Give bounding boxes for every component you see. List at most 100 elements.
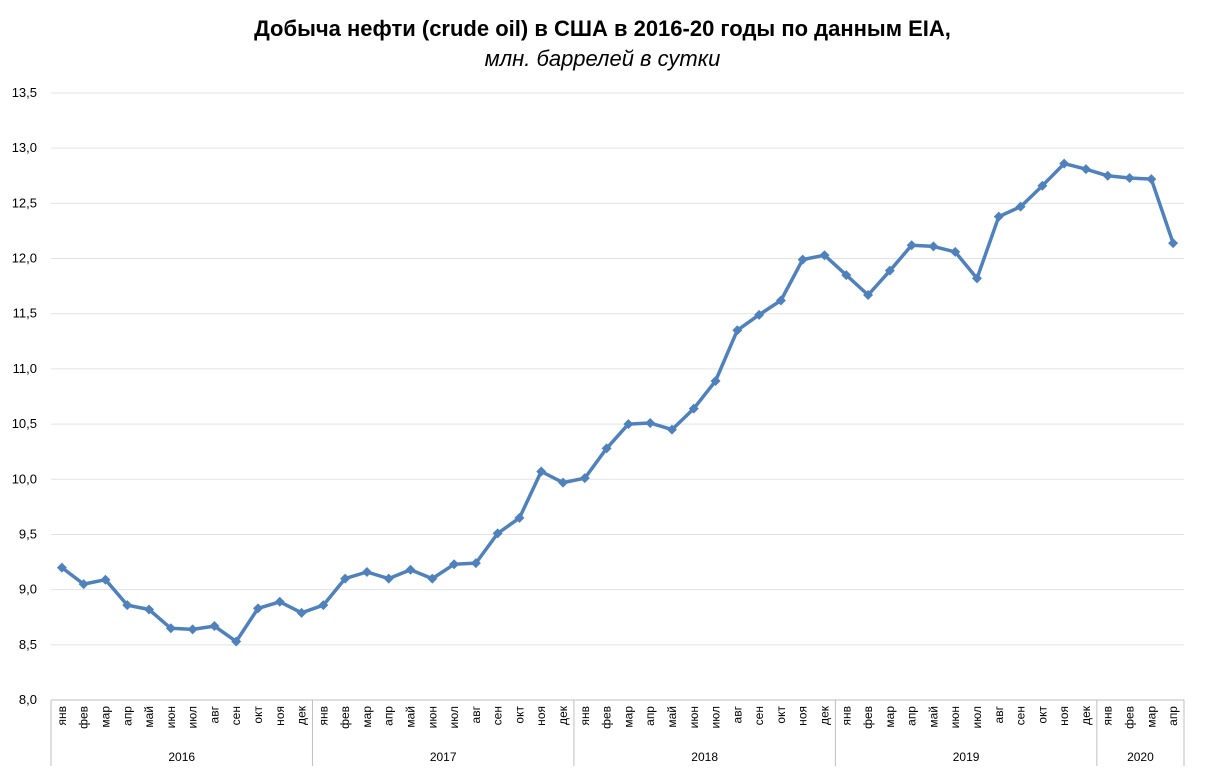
data-point [274, 596, 285, 607]
data-point [231, 636, 242, 647]
data-point [950, 246, 961, 257]
data-point [536, 466, 547, 477]
x-tick-label: май [665, 706, 679, 728]
data-point [601, 443, 612, 454]
data-point [841, 270, 852, 281]
data-point [78, 579, 89, 590]
x-tick-label: июн [164, 706, 178, 728]
year-group-label: 2018 [691, 750, 718, 764]
x-tick-label: апр [1166, 706, 1180, 726]
data-point [427, 573, 438, 584]
x-tick-label: апр [382, 706, 396, 726]
data-point [209, 621, 220, 632]
x-tick-label: сен [752, 706, 766, 725]
x-tick-label: июн [948, 706, 962, 728]
x-tick-label: окт [512, 706, 526, 724]
data-point [688, 403, 699, 414]
x-tick-label: мар [98, 706, 112, 728]
x-tick-label: апр [120, 706, 134, 726]
x-tick-label: янв [1101, 706, 1115, 726]
data-point [884, 265, 895, 276]
x-tick-label: апр [905, 706, 919, 726]
year-group-label: 2019 [953, 750, 980, 764]
x-tick-label: май [142, 706, 156, 728]
data-point [318, 600, 329, 611]
x-axis: янв фев мар апр май июн июл авг сен окт ноя дек янв ф… [50, 699, 1185, 766]
x-tick-label: июл [709, 706, 723, 728]
data-point [340, 573, 351, 584]
x-tick-label: авг [992, 705, 1006, 723]
data-point [863, 289, 874, 300]
data-point [1080, 164, 1091, 175]
gridlines [51, 92, 1184, 646]
x-tick-label: фев [77, 706, 91, 729]
x-tick-label: апр [643, 706, 657, 726]
y-tick-label: 8,0 [19, 692, 37, 707]
y-tick-label: 9,0 [19, 582, 37, 597]
data-point [1124, 172, 1135, 183]
data-point [56, 562, 67, 573]
data-point [906, 240, 917, 251]
data-point [449, 559, 460, 570]
x-tick-label: фев [861, 706, 875, 729]
data-point [514, 512, 525, 523]
x-tick-label: июл [970, 706, 984, 728]
data-point [666, 424, 677, 435]
data-point [558, 477, 569, 488]
x-tick-label: сен [229, 706, 243, 725]
series-line-group [56, 158, 1179, 647]
data-point [732, 325, 743, 336]
x-tick-label: дек [556, 705, 570, 725]
data-point [252, 603, 263, 614]
x-tick-label: июл [447, 706, 461, 728]
y-tick-label: 10,5 [12, 416, 37, 431]
data-point [1015, 201, 1026, 212]
data-point [296, 607, 307, 618]
y-tick-label: 12,5 [12, 195, 37, 210]
y-tick-label: 11,5 [13, 306, 37, 321]
y-tick-label: 9,5 [19, 526, 37, 541]
x-tick-label: мар [883, 706, 897, 728]
data-point [579, 473, 590, 484]
x-tick-label: фев [1123, 706, 1137, 729]
x-tick-label: июл [186, 706, 200, 728]
x-tick-label: мар [621, 706, 635, 728]
x-tick-label: июн [425, 706, 439, 728]
x-tick-label: сен [1014, 706, 1028, 725]
x-tick-label: янв [316, 706, 330, 726]
data-point [993, 211, 1004, 222]
data-point [1059, 158, 1070, 169]
x-tick-label: янв [578, 706, 592, 726]
y-tick-label: 13,0 [12, 140, 37, 155]
data-point [122, 600, 133, 611]
x-tick-label: сен [491, 706, 505, 725]
data-point [754, 309, 765, 320]
data-point [100, 574, 111, 585]
data-point [928, 241, 939, 252]
x-tick-label: ноя [534, 706, 548, 726]
x-tick-label: окт [1035, 706, 1049, 724]
x-tick-label: авг [207, 705, 221, 723]
y-tick-label: 12,0 [12, 251, 37, 266]
year-group-label: 2016 [168, 750, 195, 764]
data-point [165, 623, 176, 634]
x-tick-label: авг [730, 705, 744, 723]
y-axis-tick-labels: 8,0 8,5 9,0 9,5 10,0 10,5 11,0 11,5 12,0 12,5 13,0… [12, 85, 37, 707]
x-tick-label: ноя [1057, 706, 1071, 726]
x-tick-label: дек [295, 705, 309, 725]
data-point [1102, 170, 1113, 181]
y-tick-label: 8,5 [19, 637, 37, 652]
x-tick-label: дек [817, 705, 831, 725]
x-tick-label: янв [55, 706, 69, 726]
data-point [972, 273, 983, 284]
data-point [383, 573, 394, 584]
x-tick-label: мар [1144, 706, 1158, 728]
x-tick-label: ноя [796, 706, 810, 726]
data-point [645, 417, 656, 428]
chart-title-block: Добыча нефти (crude oil) в США в 2016-20… [0, 14, 1205, 74]
data-point [1168, 238, 1179, 249]
y-tick-label: 13,5 [12, 85, 37, 100]
data-point [1037, 180, 1048, 191]
data-point [710, 376, 721, 387]
x-tick-label: май [404, 706, 418, 728]
